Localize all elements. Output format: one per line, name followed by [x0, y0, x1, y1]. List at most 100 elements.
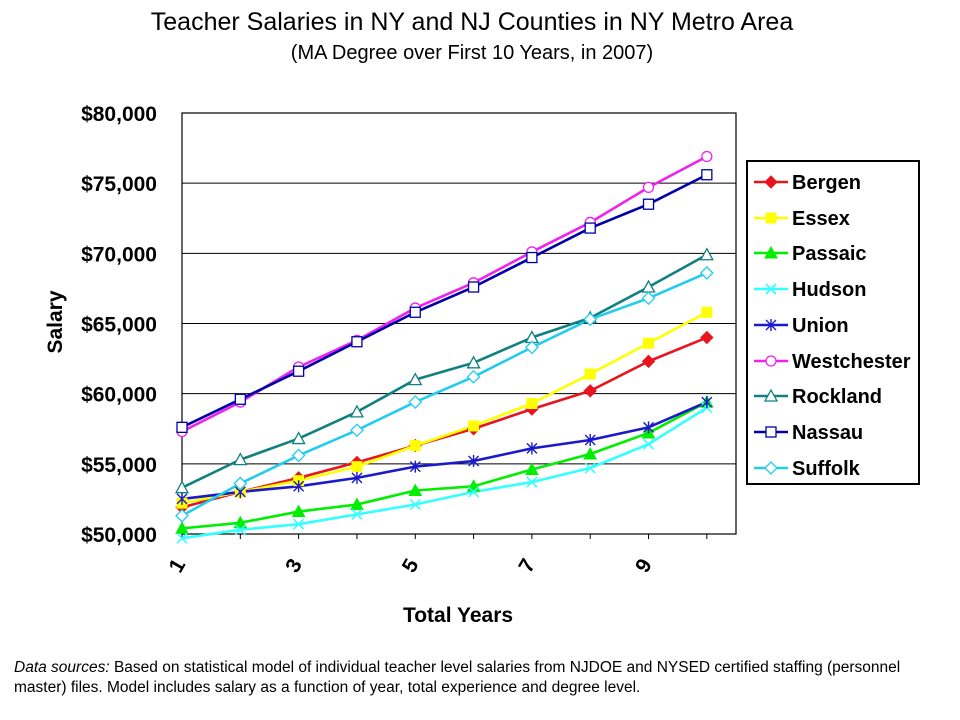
legend-label: Union — [792, 314, 849, 337]
legend-label: Nassau — [792, 421, 864, 444]
legend-label: Rockland — [792, 386, 883, 409]
legend-swatch — [754, 175, 788, 189]
data-point — [701, 306, 713, 318]
legend-swatch — [754, 212, 788, 224]
data-point — [233, 452, 248, 466]
legend-marker — [764, 246, 778, 259]
data-point — [233, 476, 248, 491]
data-sources-note: Data sources: Based on statistical model… — [14, 658, 949, 698]
data-point — [584, 433, 596, 446]
line-chart: $50,000 $55,000 $60,000 $65,000 $70,000 $75,0… — [44, 103, 737, 627]
data-point — [291, 504, 306, 518]
legend-label: Suffolk — [792, 457, 860, 480]
x-tick-label: 3 — [281, 555, 307, 577]
data-point — [409, 498, 421, 511]
legend-item-union: Union — [748, 309, 922, 343]
legend-marker — [765, 212, 777, 224]
data-point — [468, 455, 480, 468]
data-point — [468, 486, 480, 498]
series-line-nassau — [181, 173, 708, 429]
data-point — [351, 508, 363, 520]
data-point — [291, 431, 306, 445]
data-point — [350, 497, 364, 511]
data-point — [642, 438, 655, 450]
x-tick-label: 1 — [165, 555, 191, 577]
plot-frame — [181, 112, 737, 535]
data-point — [643, 421, 655, 434]
data-point — [526, 476, 538, 488]
x-axis-title: Total Years — [403, 604, 513, 627]
legend-swatch — [754, 283, 788, 295]
data-point — [584, 462, 596, 474]
data-point — [234, 393, 246, 405]
legend-item-suffolk: Suffolk — [748, 452, 922, 486]
legend-label: Bergen — [792, 172, 861, 194]
data-point — [175, 508, 189, 523]
data-point — [699, 247, 714, 261]
legend-label: Essex — [792, 207, 850, 230]
legend-marker — [765, 426, 777, 438]
data-point — [643, 337, 655, 349]
legend-item-bergen: Bergen — [748, 166, 922, 200]
legend-item-essex: Essex — [748, 202, 922, 236]
data-point — [350, 423, 364, 438]
x-tick-label: 9 — [631, 555, 657, 577]
data-point — [701, 396, 713, 409]
legend-item-passaic: Passaic — [748, 237, 922, 271]
legend-label: Passaic — [792, 243, 867, 266]
legend-label: Hudson — [792, 279, 867, 302]
data-point — [292, 365, 305, 377]
data-point — [176, 532, 188, 544]
data-point — [408, 395, 423, 410]
data-point — [468, 420, 480, 432]
data-point — [351, 461, 363, 473]
legend-item-westchester: Westchester — [748, 345, 922, 379]
data-point — [524, 340, 539, 355]
y-tick-label: $75,000 — [81, 173, 157, 196]
legend-marker — [765, 318, 777, 331]
data-point — [176, 421, 188, 433]
legend-marker — [763, 388, 779, 402]
data-point — [641, 354, 656, 369]
data-point — [234, 524, 246, 536]
legend-swatch — [754, 318, 788, 331]
legend-marker — [765, 283, 777, 295]
legend-label: Westchester — [792, 350, 911, 373]
y-axis-title: Salary — [44, 290, 67, 353]
axes — [181, 112, 737, 539]
data-point — [641, 279, 656, 293]
tick-labels: $50,000 $55,000 $60,000 $65,000 $70,000 $75,0… — [81, 103, 657, 577]
data-point — [525, 462, 539, 475]
data-point — [409, 460, 421, 473]
data-point — [408, 483, 423, 496]
data-point — [584, 368, 596, 380]
data-point — [408, 372, 423, 386]
data-point — [175, 521, 189, 534]
data-point — [701, 150, 713, 163]
y-tick-label: $80,000 — [81, 103, 157, 126]
data-point — [526, 397, 538, 409]
legend-swatch — [754, 460, 788, 475]
data-point — [467, 281, 480, 293]
series-line-bergen — [181, 336, 708, 509]
data-point — [351, 471, 363, 484]
data-point — [291, 448, 306, 463]
legend-swatch — [754, 388, 788, 402]
legend-swatch — [754, 246, 788, 259]
x-tick-label: 5 — [398, 555, 424, 577]
y-tick-label: $55,000 — [81, 454, 157, 477]
series-line-rockland — [181, 253, 708, 489]
data-point — [526, 442, 538, 455]
legend-swatch — [754, 426, 788, 438]
series-line-union — [181, 400, 708, 501]
data-point — [466, 355, 481, 369]
legend-item-hudson: Hudson — [748, 273, 922, 307]
y-tick-label: $50,000 — [81, 524, 157, 547]
legend-item-nassau: Nassau — [748, 416, 922, 450]
legend-marker — [765, 354, 777, 367]
data-sources-label: Data sources: — [14, 659, 110, 676]
data-point — [526, 251, 538, 264]
data-point — [583, 446, 598, 460]
data-point — [641, 291, 656, 306]
legend-swatch — [754, 354, 788, 367]
